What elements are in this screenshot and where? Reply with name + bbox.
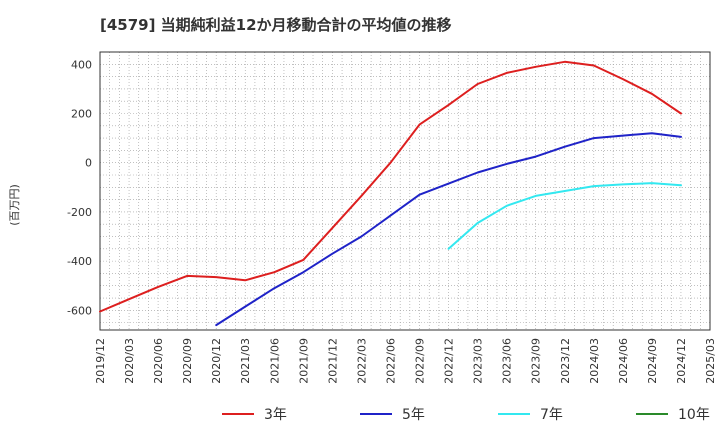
- x-tick-label: 2022/12: [443, 338, 456, 384]
- x-tick-label: 2020/06: [152, 338, 165, 384]
- chart-title: [4579] 当期純利益12か月移動合計の平均値の推移: [100, 16, 452, 34]
- plot-frame: [99, 51, 711, 331]
- legend-label: 3年: [264, 407, 287, 423]
- y-axis-label: (百万円): [8, 184, 21, 226]
- x-ticks: 2019/12 2020/03 2020/06 2020/09 2020/12 2021/…: [94, 338, 717, 384]
- legend-label: 5年: [402, 407, 425, 423]
- x-tick-label: 2021/06: [268, 338, 281, 384]
- y-tick-label: -400: [67, 255, 92, 268]
- y-ticks: 400 200 0 -200 -400 -600: [67, 58, 92, 317]
- legend-label: 10年: [678, 407, 710, 423]
- series-lines: [99, 60, 682, 327]
- x-tick-label: 2025/03: [704, 338, 717, 384]
- x-tick-label: 2021/09: [297, 338, 310, 384]
- legend-label: 7年: [540, 407, 563, 423]
- x-tick-label: 2023/03: [472, 338, 485, 384]
- grid: [100, 51, 710, 330]
- y-tick-label: -600: [67, 304, 92, 317]
- x-tick-label: 2021/12: [326, 338, 339, 384]
- y-tick-label: 0: [85, 157, 92, 170]
- x-tick-label: 2022/03: [355, 338, 368, 384]
- x-tick-label: 2024/09: [646, 338, 659, 384]
- x-tick-label: 2024/03: [588, 338, 601, 384]
- series-line: [215, 132, 682, 327]
- x-tick-label: 2020/03: [123, 338, 136, 384]
- x-tick-label: 2024/12: [675, 338, 688, 384]
- x-tick-label: 2022/06: [384, 338, 397, 384]
- x-tick-label: 2023/09: [530, 338, 543, 384]
- y-tick-label: 200: [71, 108, 92, 121]
- y-tick-label: -200: [67, 206, 92, 219]
- series-line: [99, 60, 682, 313]
- x-tick-label: 2020/09: [181, 338, 194, 384]
- x-tick-label: 2024/06: [617, 338, 630, 384]
- x-tick-label: 2020/12: [210, 338, 223, 384]
- x-tick-label: 2019/12: [94, 338, 107, 384]
- y-tick-label: 400: [71, 58, 92, 71]
- x-tick-label: 2021/03: [239, 338, 252, 384]
- x-tick-label: 2023/12: [559, 338, 572, 384]
- x-tick-label: 2022/09: [414, 338, 427, 384]
- legend: 3年 5年 7年 10年: [222, 407, 710, 423]
- series-line: [447, 182, 682, 250]
- x-tick-label: 2023/06: [501, 338, 514, 384]
